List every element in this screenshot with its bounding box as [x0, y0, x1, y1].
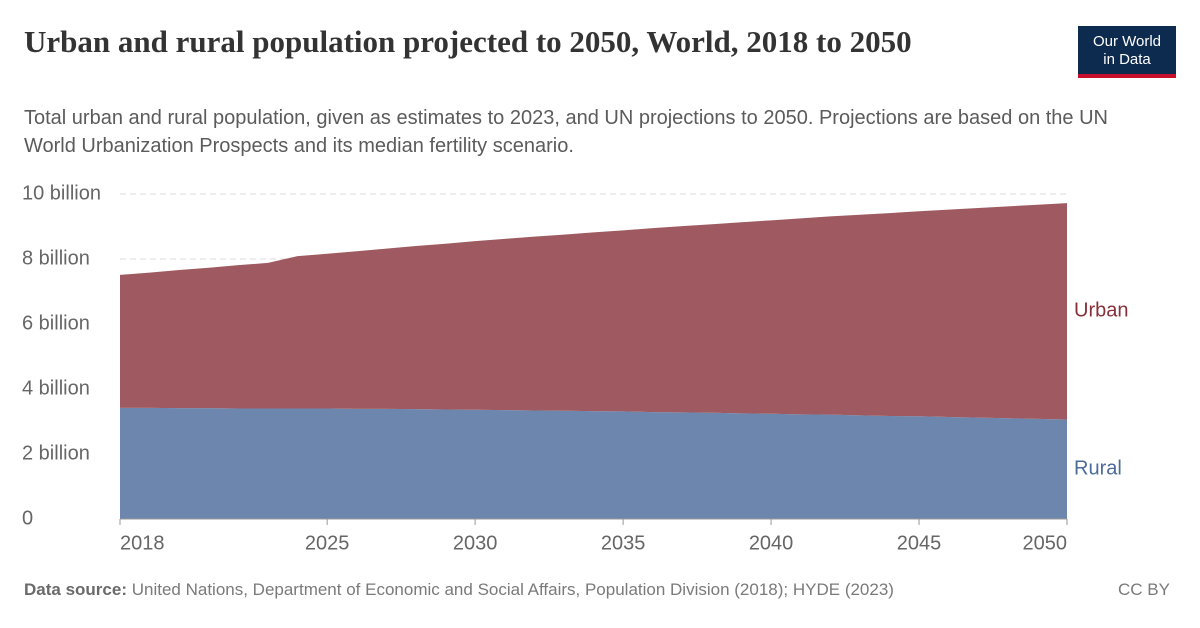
source-label: Data source:: [24, 580, 127, 599]
chart-subtitle: Total urban and rural population, given …: [24, 107, 1108, 157]
logo-line: in Data: [1103, 51, 1151, 68]
y-tick-label: 0: [22, 507, 33, 529]
y-tick-label: 8 billion: [22, 247, 90, 269]
y-tick-label: 2 billion: [22, 442, 90, 464]
x-tick-label: 2025: [305, 532, 350, 554]
footer: Data source: United Nations, Department …: [24, 580, 894, 600]
area: [120, 407, 1067, 519]
logo[interactable]: Our World in Data: [1078, 26, 1176, 78]
series-label: Urban: [1074, 300, 1128, 322]
y-tick-label: 4 billion: [22, 377, 90, 399]
source: United Nations, Department of Economic a…: [131, 580, 894, 599]
x-tick-label: 2045: [897, 532, 942, 554]
y-tick-label: 6 billion: [22, 312, 90, 334]
x-tick-label: 2035: [601, 532, 646, 554]
series-label: Rural: [1074, 458, 1122, 480]
license[interactable]: CC BY: [1118, 580, 1170, 599]
x-tick-label: 2040: [749, 532, 794, 554]
x-tick-label: 2030: [453, 532, 498, 554]
chart-title: Urban and rural population projected to …: [24, 24, 912, 59]
x-tick-label: 2050: [1023, 532, 1068, 554]
logo-line: Our World: [1092, 33, 1162, 50]
x-tick-label: 2018: [120, 532, 165, 554]
y-tick-label: 10 billion: [22, 182, 101, 204]
area: [120, 203, 1067, 420]
